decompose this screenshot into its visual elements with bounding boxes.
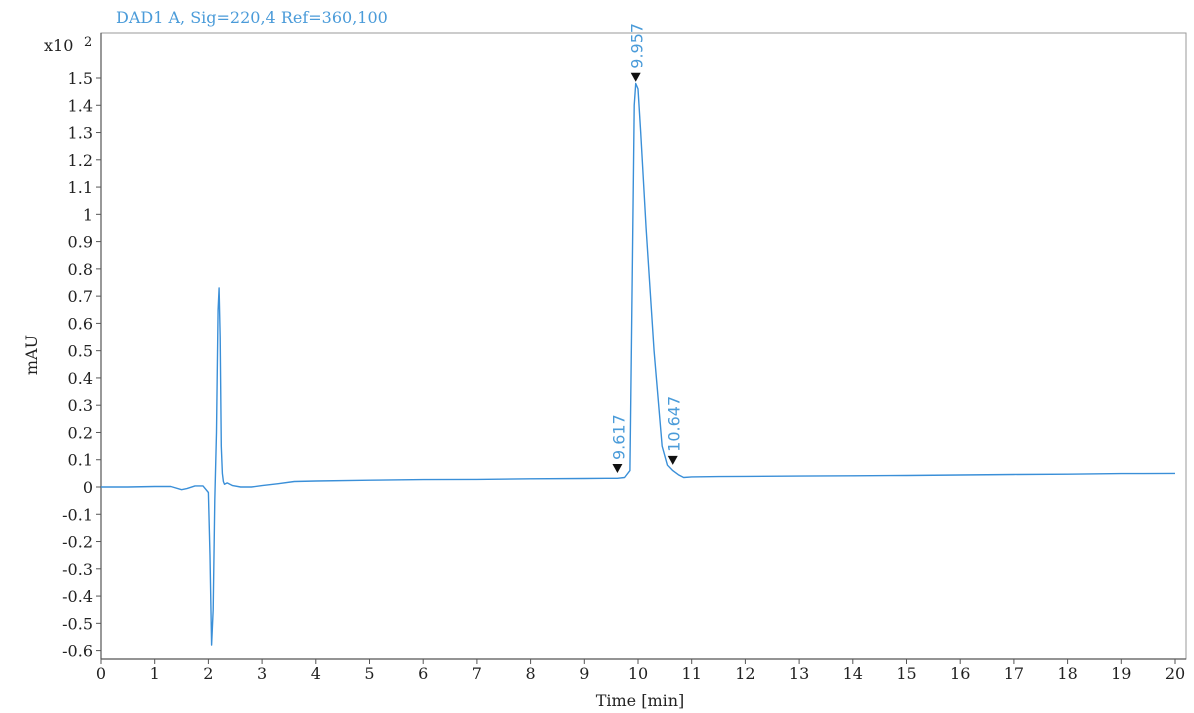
x-tick-label: 11 (682, 664, 702, 683)
y-tick-label: -0.2 (62, 533, 93, 552)
y-tick-label: 0.7 (68, 287, 93, 306)
peak-annotations: 9.617 9.957 10.647 (609, 23, 684, 474)
peak-marker (667, 455, 678, 465)
x-tick-label: 15 (896, 664, 916, 683)
y-multiplier-label: x10 (44, 36, 73, 55)
x-tick-label: 19 (1111, 664, 1131, 683)
x-tick-label: 6 (418, 664, 428, 683)
y-tick-label: 0.1 (68, 451, 93, 470)
y-tick-label: 0 (83, 478, 93, 497)
y-tick-label: 1 (83, 205, 93, 224)
y-tick-label: 0.9 (68, 233, 93, 252)
y-tick-label: -0.3 (62, 560, 93, 579)
y-tick-label: -0.1 (62, 505, 93, 524)
y-tick-label: 1.1 (68, 178, 93, 197)
x-tick-label: 3 (257, 664, 267, 683)
peak-label: 9.617 (609, 414, 628, 460)
peak-label: 9.957 (628, 23, 647, 69)
y-axis-ticks: -0.6 -0.5 -0.4 -0.3 -0.2 -0.1 0 0.1 0.2 0.3 0.4 0.5… (62, 69, 101, 661)
y-tick-label: -0.4 (62, 587, 93, 606)
y-tick-label: 0.6 (68, 314, 93, 333)
x-tick-label: 8 (526, 664, 536, 683)
y-tick-label: 0.5 (68, 342, 93, 361)
x-axis-ticks: 0 1 2 3 4 5 6 7 8 9 10 11 12 13 14 15 16 17 18 19 20 (96, 659, 1185, 683)
y-tick-label: 0.4 (68, 369, 93, 388)
plot-frame (100, 32, 1187, 660)
peak-marker (612, 464, 623, 474)
y-tick-label: 1.4 (68, 96, 93, 115)
x-tick-label: 4 (311, 664, 321, 683)
x-tick-label: 1 (150, 664, 160, 683)
y-tick-label: -0.5 (62, 614, 93, 633)
x-tick-label: 16 (950, 664, 970, 683)
x-tick-label: 18 (1057, 664, 1077, 683)
x-tick-label: 13 (789, 664, 809, 683)
x-tick-label: 2 (203, 664, 213, 683)
trace-layer (101, 82, 1176, 646)
y-tick-label: 1.2 (68, 151, 93, 170)
y-tick-label: -0.6 (62, 642, 93, 661)
y-tick-label: 0.3 (68, 396, 93, 415)
x-tick-label: 14 (843, 664, 863, 683)
y-tick-label: 1.3 (68, 124, 93, 143)
peak-marker (630, 72, 641, 82)
x-tick-label: 12 (735, 664, 755, 683)
x-axis-title: Time [min] (596, 691, 685, 710)
y-tick-label: 0.2 (68, 423, 93, 442)
x-tick-label: 7 (472, 664, 482, 683)
x-tick-label: 20 (1165, 664, 1185, 683)
signal-title: DAD1 A, Sig=220,4 Ref=360,100 (116, 8, 388, 27)
x-tick-label: 0 (96, 664, 106, 683)
y-tick-label: 1.5 (68, 69, 93, 88)
y-multiplier-exponent: 2 (84, 35, 92, 50)
x-tick-label: 17 (1004, 664, 1024, 683)
plot-border (100, 32, 1187, 660)
y-tick-label: 0.8 (68, 260, 93, 279)
y-multiplier: x10 2 (44, 35, 92, 55)
x-tick-label: 5 (364, 664, 374, 683)
chromatogram-trace (101, 82, 1176, 646)
x-tick-label: 10 (628, 664, 648, 683)
x-tick-label: 9 (579, 664, 589, 683)
peak-label: 10.647 (665, 396, 684, 452)
y-axis-title: mAU (22, 335, 41, 375)
